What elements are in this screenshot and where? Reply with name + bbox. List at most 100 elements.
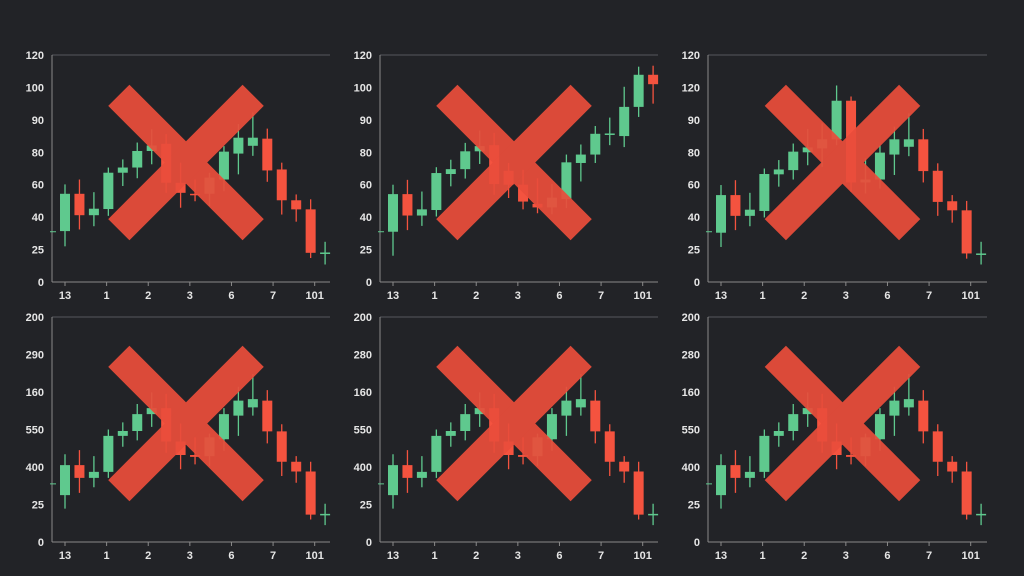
- candle-body-down: [604, 431, 615, 462]
- y-tick-label: 100: [354, 82, 372, 94]
- x-tick-label: 6: [228, 290, 234, 302]
- candle-body-down: [619, 461, 630, 472]
- y-tick-label: 280: [354, 350, 372, 362]
- candle-body-down: [190, 455, 201, 457]
- x-tick-label: 1: [104, 550, 110, 562]
- candle-body-up: [759, 435, 770, 472]
- x-tick-label: 3: [187, 550, 193, 562]
- candle-body-up: [218, 414, 229, 440]
- y-tick-label: 60: [32, 180, 44, 192]
- candle-body-up: [874, 152, 885, 180]
- y-tick-label: 25: [32, 245, 44, 257]
- candle-body-up: [247, 137, 258, 146]
- candle: [788, 143, 799, 180]
- candle: [773, 160, 784, 187]
- x-tick-label: 2: [473, 290, 479, 302]
- x-tick-label: 13: [715, 290, 727, 302]
- candle: [74, 450, 85, 493]
- candle: [831, 85, 842, 146]
- candle-body-down: [305, 471, 316, 515]
- candle: [590, 126, 601, 163]
- y-tick-label: 0: [38, 537, 44, 549]
- chart-panel-6: 0 25 400 550 160 280 200 13 1 2 3 6 7 101: [682, 312, 987, 562]
- candle: [305, 461, 316, 520]
- candle-body-up: [388, 194, 398, 232]
- x-tick-label: 2: [145, 290, 151, 302]
- y-tick-label: 90: [688, 115, 700, 127]
- candle: [918, 390, 929, 444]
- candle: [388, 184, 398, 256]
- x-tick-label: 101: [634, 550, 652, 562]
- y-tick-label: 200: [26, 312, 44, 324]
- candle: [276, 424, 287, 476]
- x-tick-label: 6: [884, 550, 890, 562]
- x-tick-label: 1: [760, 290, 766, 302]
- candle-body-down: [518, 184, 529, 202]
- candle: [276, 162, 287, 215]
- candle: [445, 422, 456, 447]
- candle: [889, 126, 900, 175]
- candle-body-up: [103, 172, 114, 210]
- candle-body-up: [546, 414, 557, 440]
- candle: [716, 454, 726, 509]
- y-tick-label: 40: [688, 212, 700, 224]
- x-tick-label: 2: [801, 290, 807, 302]
- candle: [117, 422, 128, 447]
- candle-body-down: [947, 201, 958, 211]
- y-tick-label: 25: [688, 245, 700, 257]
- x-tick-label: 13: [59, 290, 71, 302]
- candle: [561, 386, 572, 436]
- x-tick-label: 1: [760, 550, 766, 562]
- chart-panel-4: 0 25 400 550 160 290 200 13 1 2 3 6 7 101: [26, 312, 331, 562]
- y-tick-label: 25: [32, 500, 44, 512]
- candle-body-down: [291, 461, 302, 472]
- candle-body-up: [716, 465, 726, 496]
- y-tick-label: 80: [688, 147, 700, 159]
- y-tick-label: 200: [354, 312, 372, 324]
- candle: [291, 194, 302, 222]
- x-tick-label: 101: [306, 550, 324, 562]
- candle-body-down: [730, 465, 741, 478]
- y-tick-label: 120: [682, 50, 700, 62]
- candle-body-up: [759, 174, 770, 211]
- candle: [262, 390, 273, 444]
- candle: [247, 374, 258, 416]
- candle: [88, 456, 99, 488]
- candle: [60, 454, 70, 509]
- candle-body-up: [431, 435, 442, 472]
- candle-body-up: [648, 513, 659, 516]
- red-x-cross-icon: [436, 84, 592, 241]
- candle-body-up: [60, 465, 70, 496]
- y-tick-label: 280: [682, 350, 700, 362]
- candle-body-down: [947, 461, 958, 472]
- candle-body-up: [788, 414, 799, 431]
- candle: [291, 456, 302, 483]
- candle: [262, 128, 273, 182]
- candle-body-up: [247, 399, 258, 408]
- candle: [773, 422, 784, 447]
- x-tick-label: 6: [556, 550, 562, 562]
- x-tick-label: 101: [962, 290, 980, 302]
- candle: [932, 163, 943, 216]
- x-tick-label: 7: [598, 550, 604, 562]
- candle-body-down: [932, 170, 943, 202]
- candle: [460, 142, 471, 179]
- candle-body-up: [976, 253, 987, 255]
- y-tick-label: 25: [360, 245, 372, 257]
- x-tick-label: 1: [432, 290, 438, 302]
- candle: [903, 374, 914, 416]
- y-tick-label: 0: [366, 277, 372, 289]
- candle-body-up: [604, 133, 615, 135]
- candle: [431, 429, 442, 478]
- y-tick-label: 0: [694, 277, 700, 289]
- candle-body-up: [388, 465, 398, 496]
- y-tick-label: 0: [366, 537, 372, 549]
- candle-body-up: [874, 414, 885, 440]
- x-tick-label: 7: [926, 290, 932, 302]
- y-tick-label: 400: [26, 462, 44, 474]
- candle-body-up: [744, 209, 755, 216]
- x-tick-label: 2: [473, 550, 479, 562]
- candle-body-up: [773, 431, 784, 436]
- candle-body-down: [262, 400, 273, 432]
